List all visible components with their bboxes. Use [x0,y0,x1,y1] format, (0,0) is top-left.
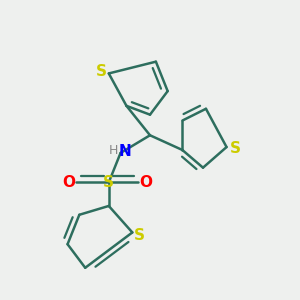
Text: S: S [230,141,241,156]
Text: H: H [109,144,118,157]
Text: S: S [134,228,145,243]
Text: O: O [139,175,152,190]
Text: S: S [96,64,107,80]
Text: O: O [62,175,76,190]
Text: N: N [118,144,131,159]
Text: S: S [103,175,114,190]
